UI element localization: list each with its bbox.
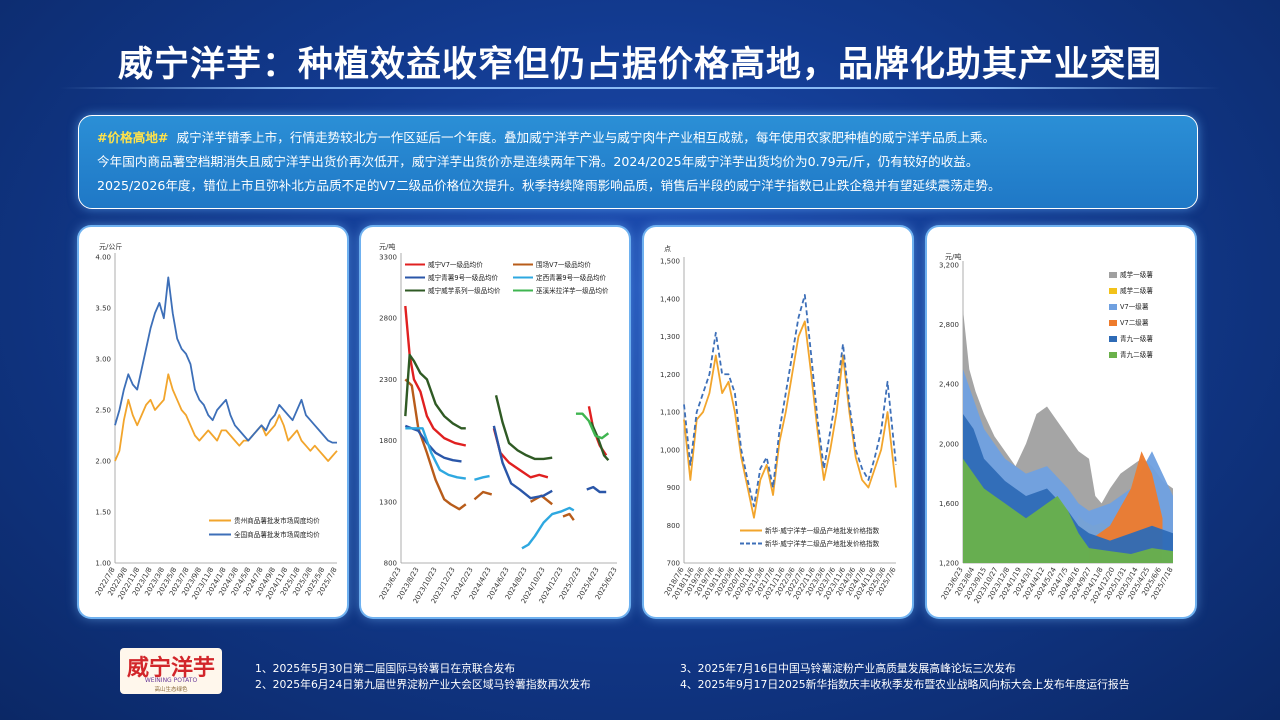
- legend-swatch: [1109, 336, 1117, 342]
- summary-line-2: 今年国内商品薯空档期消失且威宁洋芋出货价再次低开，威宁洋芋出货价亦是连续两年下滑…: [97, 154, 979, 169]
- y-tick-label: 2300: [379, 376, 397, 384]
- chart-3-svg: 点 1,500 1,400 1,300 1,200 1,100 1,000 900 800 700…: [660, 245, 898, 601]
- line-series-3-segment-2: [492, 425, 553, 500]
- y-tick-label: 800: [384, 560, 397, 568]
- chart-3-unit-label: 点: [664, 245, 671, 253]
- legend-label: 新华·威宁洋芋二级品产地批发价格指数: [765, 539, 880, 548]
- footnote-1: 1、2025年5月30日第二届国际马铃薯日在京联合发布: [255, 662, 516, 675]
- page-title: 威宁洋芋：种植效益收窄但仍占据价格高地，品牌化助其产业突围: [117, 44, 1162, 85]
- line-series-3-segment-3: [586, 485, 607, 494]
- legend-label: 围场V7一级品均价: [536, 260, 591, 269]
- line-series-1-segment-1: [404, 305, 467, 447]
- line-series-4-segment-3: [521, 506, 575, 550]
- legend-swatch: [1109, 352, 1117, 358]
- chart-4-svg: 元/吨3,2002,8002,4002,0001,6001,2002023/6/…: [939, 252, 1175, 605]
- y-tick-label: 3.00: [95, 356, 111, 364]
- chart-2-svg: 元/吨330028002300180013008002023/6/232023/…: [378, 242, 619, 605]
- legend-swatch: [1109, 288, 1117, 294]
- chart-1-svg: 元/公斤4.003.503.002.502.001.501.002022/7/8…: [94, 242, 339, 601]
- footnote-2: 2、2025年6月24日第九届世界淀粉产业大会区域马铃薯指数再次发布: [255, 678, 591, 691]
- legend-label: 威芋一级薯: [1120, 270, 1153, 279]
- legend-label: 贵州商品薯批发市场周度均价: [234, 516, 320, 525]
- y-tick-label: 1.00: [95, 560, 111, 568]
- y-tick-label: 4.00: [95, 254, 111, 262]
- chart-panel-3: 点 1,500 1,400 1,300 1,200 1,100 1,000 900 800 700…: [644, 227, 912, 617]
- logo-sub2-text: 高山生态绿色: [154, 687, 188, 693]
- line-series-1-segment-1: [114, 373, 338, 462]
- y-tick-label: 1.50: [95, 509, 111, 517]
- y-tick-label: 2,800: [939, 321, 959, 329]
- y-tick-label: 1,000: [660, 446, 680, 454]
- legend-label: 全国商品薯批发市场周度均价: [234, 530, 320, 539]
- chart-panel-4: 元/吨 3,200 2,800 2,400 2,000 1,600 1,200 2023/6/…: [927, 227, 1195, 617]
- legend-label: 威宁威芋系列一级品均价: [428, 286, 501, 295]
- line-series-2-segment-4: [562, 512, 575, 521]
- line-series-4-segment-1: [405, 427, 466, 480]
- legend-swatch: [1109, 272, 1117, 278]
- title-divider: [60, 87, 1220, 89]
- y-tick-label: 1,200: [939, 560, 959, 568]
- y-tick-label: 900: [667, 484, 680, 492]
- line-series-2-segment-1: [683, 294, 897, 508]
- y-tick-label: 1,400: [660, 295, 680, 303]
- y-tick-label: 700: [667, 560, 680, 568]
- line-series-1-segment-3: [587, 406, 608, 456]
- legend-label: 威芋二级薯: [1120, 286, 1153, 295]
- y-tick-label: 1800: [379, 437, 397, 445]
- y-tick-label: 2.50: [95, 407, 111, 415]
- summary-line-3: 2025/2026年度，错位上市且弥补北方品质不足的V7二级品价格位次提升。秋季…: [97, 178, 1001, 193]
- line-series-4-segment-2: [474, 474, 490, 481]
- area-series-6: [963, 458, 1173, 563]
- y-tick-label: 1,300: [660, 333, 680, 341]
- y-tick-label: 3.50: [95, 305, 111, 313]
- y-tick-label: 1,200: [660, 371, 680, 379]
- legend-swatch: [1109, 304, 1117, 310]
- legend-label: 巫溪米拉洋芋一级品均价: [536, 286, 609, 295]
- line-series-6-segment-1: [575, 412, 610, 440]
- y-tick-label: 2.00: [95, 458, 111, 466]
- y-tick-label: 1,100: [660, 409, 680, 417]
- legend-label: 定西青薯9号一级品均价: [536, 273, 607, 282]
- summary-text: #价格高地# 威宁洋芋错季上市，行情走势较北方一作区延后一个年度。叠加威宁洋芋产…: [97, 126, 1183, 198]
- y-tick-label: 800: [667, 522, 680, 530]
- line-series-2-segment-1: [114, 276, 337, 444]
- line-series-5-segment-2: [494, 395, 553, 461]
- chart-panel-1: 元/公斤 4.00 3.50 3.00 2.50 2.00 1.50 1.00 2022/7/8…: [79, 227, 347, 617]
- chart-4-unit-label: 元/吨: [945, 252, 961, 261]
- footnote-4: 4、2025年9月17日2025新华指数庆丰收秋季发布暨农业战略风向标大会上发布…: [680, 678, 1130, 691]
- legend-label: V7一级薯: [1120, 302, 1149, 311]
- summary-box: #价格高地# 威宁洋芋错季上市，行情走势较北方一作区延后一个年度。叠加威宁洋芋产…: [78, 115, 1198, 209]
- y-tick-label: 1,600: [939, 500, 959, 508]
- line-series-2-segment-2: [473, 490, 493, 501]
- y-tick-label: 2,000: [939, 440, 959, 448]
- summary-tag: #价格高地#: [97, 130, 169, 145]
- chart-panel-2: 元/吨 3300 2800 2300 1800 1300 800 2023/6/23 2023/…: [361, 227, 629, 617]
- line-series-2-segment-1: [404, 378, 467, 511]
- line-series-5-segment-3: [589, 421, 610, 461]
- y-tick-label: 1,500: [660, 258, 680, 266]
- legend-label: V7二级薯: [1120, 318, 1149, 327]
- brand-logo: 威宁洋芋 WEINING POTATO 高山生态绿色: [120, 648, 222, 694]
- footnote-3: 3、2025年7月16日中国马铃薯淀粉产业高质量发展高峰论坛三次发布: [680, 662, 1016, 675]
- y-tick-label: 1300: [379, 498, 397, 506]
- chart-1-unit-label: 元/公斤: [99, 242, 122, 251]
- line-series-5-segment-1: [404, 353, 466, 430]
- y-tick-label: 3300: [379, 254, 397, 262]
- legend-label: 威宁V7一级品均价: [428, 260, 483, 269]
- y-tick-label: 2,400: [939, 381, 959, 389]
- line-series-1-segment-1: [683, 320, 897, 519]
- chart-2-unit-label: 元/吨: [379, 242, 395, 251]
- y-tick-label: 3,200: [939, 262, 959, 270]
- summary-line-1-text: 威宁洋芋错季上市，行情走势较北方一作区延后一个年度。叠加威宁洋芋产业与威宁肉牛产…: [176, 130, 996, 145]
- legend-label: 青九二级薯: [1120, 350, 1153, 359]
- legend-label: 新华·威宁洋芋一级品产地批发价格指数: [765, 526, 880, 535]
- legend-label: 青九一级薯: [1120, 334, 1153, 343]
- legend-label: 威宁青薯9号一级品均价: [428, 273, 499, 282]
- legend-swatch: [1109, 320, 1117, 326]
- logo-sub-text: WEINING POTATO: [144, 677, 198, 684]
- summary-line-1: #价格高地# 威宁洋芋错季上市，行情走势较北方一作区延后一个年度。叠加威宁洋芋产…: [97, 126, 1183, 150]
- logo-main-text: 威宁洋芋: [126, 655, 215, 681]
- y-tick-label: 2800: [379, 315, 397, 323]
